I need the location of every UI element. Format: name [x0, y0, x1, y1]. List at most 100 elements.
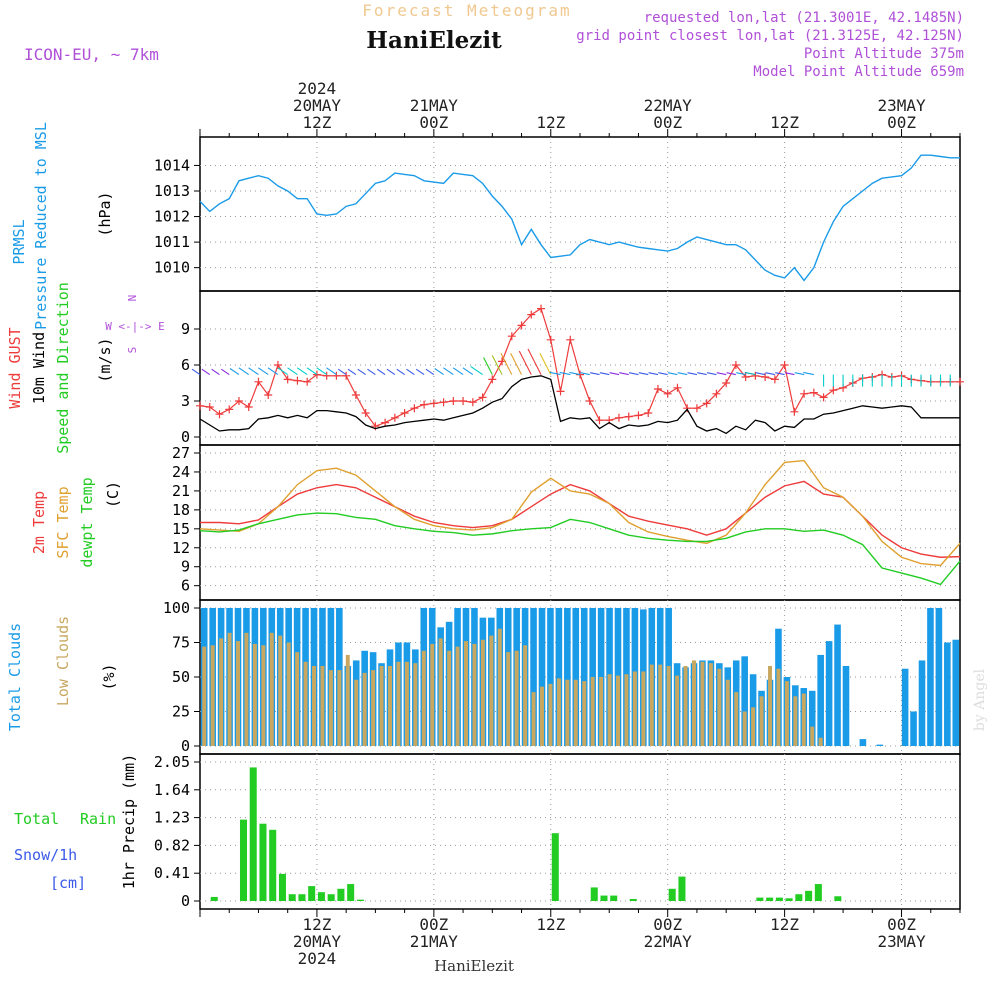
y-tick-label: 3 — [181, 392, 190, 410]
gust-marker — [322, 371, 331, 380]
low-cloud-bar — [413, 663, 418, 746]
gust-marker — [585, 397, 594, 405]
wind-line — [199, 375, 960, 435]
y-tick-label: 1014 — [154, 156, 190, 174]
gust-marker — [517, 321, 526, 330]
total-cloud-bar — [825, 641, 833, 746]
total-cloud-bar — [918, 660, 926, 746]
gust-marker — [381, 418, 390, 427]
wind-direction-arrow — [238, 367, 250, 376]
gust-marker — [361, 409, 370, 417]
gust-marker — [644, 409, 653, 417]
low-cloud-bar — [244, 632, 249, 746]
low-cloud-bar — [514, 650, 519, 746]
model-altitude: Model Point Altitude 659m — [753, 64, 964, 80]
wind-direction-arrow — [716, 372, 727, 376]
wind-direction-arrow — [527, 348, 542, 375]
wind-direction-arrow — [784, 372, 795, 376]
gust-marker — [234, 397, 243, 405]
gust-marker — [488, 375, 497, 384]
low-cloud-bar — [624, 674, 629, 746]
low-cloud-bar — [649, 664, 654, 746]
gust-marker — [537, 304, 546, 313]
gust-marker — [244, 403, 253, 411]
precip-bar — [239, 819, 247, 901]
low-cloud-bar — [438, 638, 443, 746]
low-cloud-bar — [632, 671, 637, 746]
wind-direction-arrow — [794, 372, 805, 376]
low-cloud-bar — [371, 670, 376, 746]
bottom-time-label: 23MAY — [877, 932, 926, 951]
wind-direction-arrow — [337, 368, 347, 376]
wind-direction-arrow — [628, 372, 639, 376]
y-tick-label: 21 — [172, 482, 190, 500]
wind-direction-arrow — [306, 367, 318, 376]
gust-marker — [800, 389, 809, 398]
gust-marker — [439, 398, 448, 407]
precip-bar — [668, 888, 676, 901]
low-cloud-bar — [210, 645, 215, 746]
wind-direction-arrow — [619, 372, 629, 376]
wind-direction-arrow — [267, 367, 279, 376]
wind-direction-arrow — [347, 368, 357, 376]
low-cloud-bar — [801, 693, 806, 746]
wind-direction-arrow — [483, 357, 493, 375]
gust-marker — [790, 407, 799, 416]
wind-direction-arrow — [648, 372, 659, 376]
total-cloud-bar — [580, 608, 588, 746]
low-cloud-bar — [236, 641, 240, 746]
wind-direction-arrow — [425, 368, 435, 376]
low-cloud-bar — [202, 646, 207, 746]
wind-direction-arrow — [201, 368, 211, 376]
y-tick-label: 18 — [172, 501, 190, 519]
gust-line — [199, 307, 960, 427]
precip-bar — [259, 823, 267, 901]
y-tick-label: 25 — [172, 703, 190, 721]
wind-title: 10m Wind — [30, 332, 48, 404]
gust-marker — [614, 413, 623, 422]
wind-direction-arrow — [706, 372, 717, 376]
low-cloud-bar — [303, 661, 308, 746]
gust-marker — [829, 386, 838, 395]
gust-marker — [556, 387, 565, 396]
legend-rain: Rain — [80, 810, 116, 828]
precip-frame — [199, 753, 961, 910]
temp-line-1 — [199, 459, 961, 567]
wind-direction-arrow — [491, 355, 503, 375]
y-tick-label: 2.05 — [154, 753, 190, 771]
top-time-label: 20MAY — [293, 96, 342, 115]
low-cloud-bar — [295, 652, 300, 746]
footer-location: HaniElezit — [434, 957, 514, 975]
compass-we: W <-|-> E — [105, 320, 165, 333]
low-cloud-bar — [548, 683, 553, 746]
cloud-title-total: Total Clouds — [6, 623, 24, 731]
precip-bar — [210, 896, 218, 901]
low-cloud-bar — [269, 632, 274, 746]
low-cloud-bar — [573, 679, 578, 746]
low-cloud-bar — [404, 661, 409, 746]
location-title: HaniElezit — [366, 27, 502, 54]
total-cloud-bar — [842, 665, 850, 746]
y-tick-label: 1012 — [154, 208, 190, 226]
y-tick-label: 1013 — [154, 182, 190, 200]
low-cloud-bar — [261, 645, 266, 746]
gust-marker — [702, 399, 711, 408]
total-cloud-bar — [927, 608, 934, 746]
wind-direction-arrow — [287, 367, 298, 376]
low-cloud-bar — [219, 638, 224, 746]
precip-bar — [249, 767, 257, 901]
low-cloud-bar — [616, 675, 620, 746]
wind-direction-arrow — [376, 368, 386, 376]
bottom-time-label: 21MAY — [410, 932, 459, 951]
low-cloud-bar — [565, 679, 570, 746]
gust-marker — [527, 310, 536, 319]
precip-bar — [814, 884, 822, 901]
gust-marker — [400, 409, 409, 417]
wind-direction-arrow — [470, 366, 483, 376]
wind-direction-arrow — [296, 367, 308, 376]
low-cloud-bar — [768, 665, 772, 746]
gust-marker — [429, 399, 438, 408]
precip-bar — [785, 898, 793, 901]
top-time-label: 00Z — [887, 113, 916, 132]
